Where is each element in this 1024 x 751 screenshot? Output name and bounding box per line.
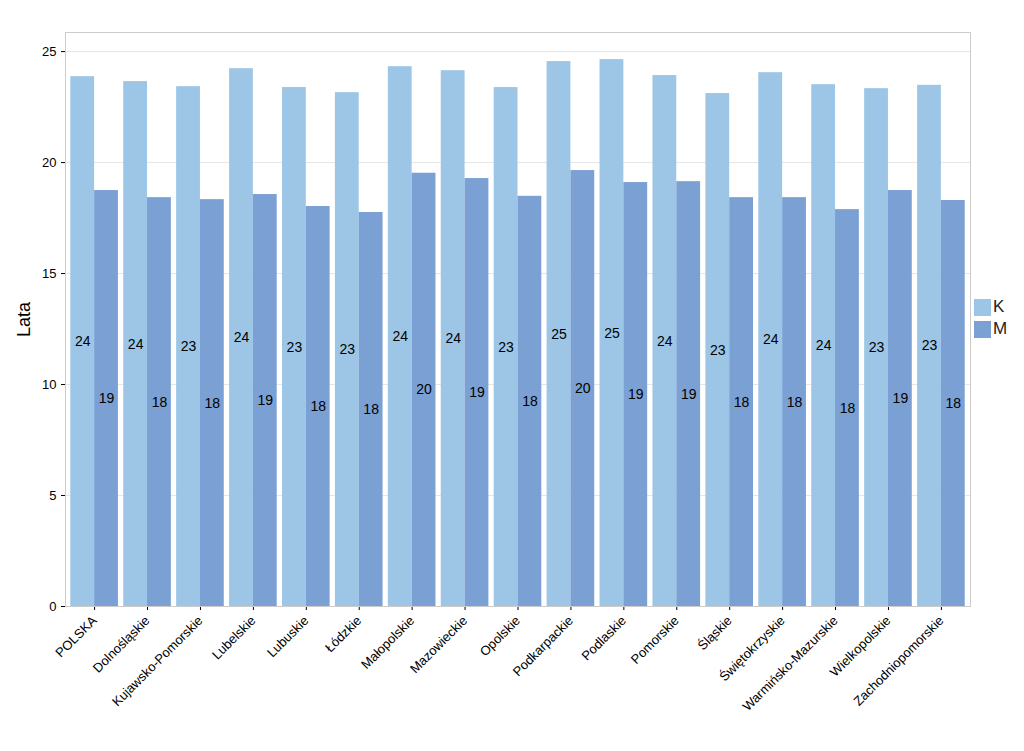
svg-text:Łódzkie: Łódzkie [322,613,364,655]
svg-text:Mazowieckie: Mazowieckie [407,613,470,676]
svg-text:25: 25 [551,326,567,342]
svg-text:20: 20 [575,380,591,396]
svg-text:24: 24 [445,330,461,346]
svg-text:19: 19 [681,386,697,402]
svg-text:5: 5 [49,488,56,503]
svg-text:18: 18 [152,394,168,410]
svg-text:23: 23 [869,339,885,355]
svg-text:Zachodniopomorskie: Zachodniopomorskie [851,613,947,709]
svg-text:18: 18 [787,394,803,410]
html-text:K: K [993,297,1005,316]
svg-text:Małopolskie: Małopolskie [358,612,418,672]
svg-text:19: 19 [469,384,485,400]
svg-text:Dolnośląskie: Dolnośląskie [89,612,153,676]
html-text:M: M [993,319,1008,338]
svg-text:23: 23 [922,337,938,353]
svg-text:Kujawsko-Pomorskie: Kujawsko-Pomorskie [109,613,205,709]
svg-text:24: 24 [392,328,408,344]
svg-text:24: 24 [75,333,91,349]
svg-text:Warmińsko-Mazurskie: Warmińsko-Mazurskie [739,613,840,714]
svg-text:Wielkopolskie: Wielkopolskie [826,612,894,680]
svg-text:25: 25 [604,325,620,341]
svg-text:19: 19 [628,386,644,402]
svg-text:Podkarpackie: Podkarpackie [510,613,576,679]
svg-text:19: 19 [257,392,273,408]
svg-text:23: 23 [710,342,726,358]
svg-text:10: 10 [42,377,56,392]
svg-text:Śląskie: Śląskie [695,613,735,653]
svg-text:19: 19 [893,390,909,406]
svg-text:Lubelskie: Lubelskie [209,613,258,662]
svg-text:18: 18 [840,400,856,416]
svg-text:18: 18 [946,395,962,411]
svg-text:POLSKA: POLSKA [52,613,100,661]
svg-text:18: 18 [522,393,538,409]
svg-text:24: 24 [657,333,673,349]
svg-text:24: 24 [763,331,779,347]
svg-text:23: 23 [340,341,356,357]
svg-text:Opolskie: Opolskie [477,613,523,659]
svg-text:Podlaskie: Podlaskie [578,613,628,663]
svg-text:20: 20 [416,381,432,397]
svg-text:18: 18 [205,395,221,411]
svg-text:Świętokrzyskie: Świętokrzyskie [716,612,788,685]
svg-text:18: 18 [734,394,750,410]
svg-text:Pomorskie: Pomorskie [628,613,682,667]
svg-text:24: 24 [234,329,250,345]
svg-text:20: 20 [42,155,56,170]
svg-text:25: 25 [42,44,56,59]
svg-text:23: 23 [287,339,303,355]
svg-text:23: 23 [181,338,197,354]
svg-text:19: 19 [99,390,115,406]
svg-text:Lata: Lata [14,301,34,337]
svg-text:18: 18 [310,398,326,414]
svg-text:Lubuskie: Lubuskie [264,613,311,660]
svg-text:0: 0 [49,599,56,614]
svg-text:18: 18 [363,401,379,417]
svg-text:23: 23 [498,339,514,355]
svg-text:24: 24 [816,337,832,353]
svg-text:15: 15 [42,266,56,281]
svg-text:24: 24 [128,336,144,352]
